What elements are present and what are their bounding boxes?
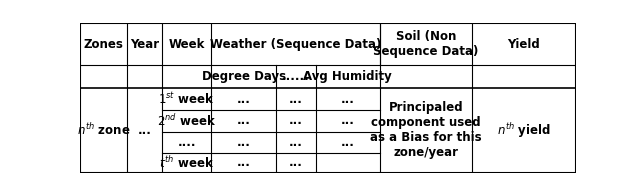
Text: Week: Week <box>168 38 205 51</box>
Text: Principaled
component used
as a Bias for this
zone/year: Principaled component used as a Bias for… <box>370 101 482 159</box>
Text: ...: ... <box>341 114 355 127</box>
Text: $2^{nd}$ week: $2^{nd}$ week <box>157 113 216 129</box>
Text: $1^{st}$ week: $1^{st}$ week <box>159 91 215 107</box>
Text: $t^{th}$ week: $t^{th}$ week <box>159 155 214 171</box>
Text: $n^{th}$ yield: $n^{th}$ yield <box>497 121 551 140</box>
Text: ...: ... <box>237 114 251 127</box>
Text: Avg Humidity: Avg Humidity <box>303 70 392 83</box>
Text: ...: ... <box>341 93 355 106</box>
Text: ...: ... <box>237 93 251 106</box>
Text: Weather (Sequence Data): Weather (Sequence Data) <box>210 38 381 51</box>
Text: ...: ... <box>138 124 152 137</box>
Text: ...: ... <box>289 136 303 149</box>
Text: ....: .... <box>177 136 196 149</box>
Text: ...: ... <box>289 114 303 127</box>
Text: ...: ... <box>237 156 251 169</box>
Text: Year: Year <box>130 38 159 51</box>
Text: ...: ... <box>341 136 355 149</box>
Text: Degree Days: Degree Days <box>202 70 285 83</box>
Text: Zones: Zones <box>84 38 124 51</box>
Text: $n^{th}$ zone: $n^{th}$ zone <box>77 122 131 138</box>
Text: ...: ... <box>237 136 251 149</box>
Text: Soil (Non
Sequence Data): Soil (Non Sequence Data) <box>373 30 479 58</box>
Text: ...: ... <box>289 93 303 106</box>
Text: Yield: Yield <box>508 38 540 51</box>
Text: ......: ...... <box>282 70 310 83</box>
Text: ...: ... <box>289 156 303 169</box>
